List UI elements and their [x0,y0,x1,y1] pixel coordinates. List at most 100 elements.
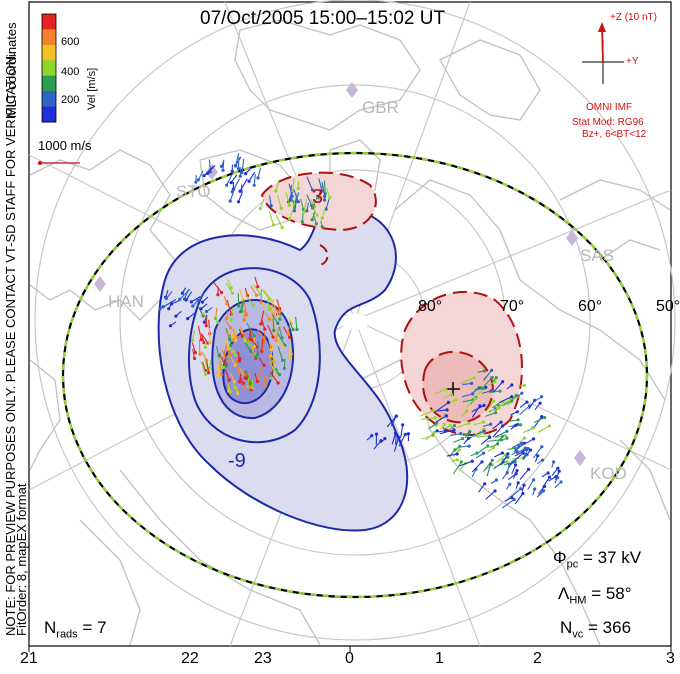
velocity-vector [277,346,284,361]
velocity-vector [254,372,258,382]
velocity-vector [485,412,496,417]
velocity-vector [534,396,542,402]
velocity-vector [471,404,485,413]
velocity-vector [245,293,254,306]
velocity-vector [466,398,476,408]
velocity-vector [504,497,513,502]
velocity-vector [276,299,281,312]
velocity-vector [492,421,502,430]
velocity-vector [261,338,264,352]
velocity-vector [458,460,473,467]
velocity-vector [218,353,227,367]
potential-extrema [446,382,460,396]
velocity-vector [506,463,511,476]
mlt-label-23: 23 [254,650,272,667]
latitude-label-60: 60° [578,298,603,315]
velocity-vector [548,476,557,482]
velocity-vector [283,358,286,369]
velocity-vector [246,322,255,337]
velocity-vector [474,387,484,392]
velocity-vector [511,451,518,456]
velocity-vector [275,214,283,228]
velocity-vector [541,472,549,478]
velocity-vector [489,443,498,449]
velocity-vector [278,326,283,338]
velocity-vector [226,172,234,186]
colorbar-swatch [42,14,56,30]
velocity-vector [192,330,196,341]
velocity-vector [262,373,267,387]
velocity-vector [490,407,500,412]
contour-label-positive: 3 [312,186,324,208]
velocity-vector [203,314,208,323]
velocity-vector [485,400,495,413]
latitude-label-50: 50° [656,298,680,315]
velocity-vector [253,174,256,186]
velocity-vector [325,187,331,198]
velocity-vector [460,377,475,385]
velocity-vector [229,372,235,383]
velocity-vector [515,482,519,489]
velocity-vector [500,437,508,442]
imf-dial [582,22,624,84]
velocity-vector [421,417,436,420]
velocity-vector [271,355,276,363]
velocity-vector [208,359,212,369]
velocity-vector [269,371,279,384]
colorbar-swatch [42,60,56,77]
velocity-vector [217,362,220,376]
velocity-vector [215,315,219,323]
velocity-vector [187,311,197,320]
velocity-vector [462,399,474,403]
pole-patch [341,314,369,330]
velocity-vector [534,416,543,428]
velocity-vector [238,367,246,376]
velocity-vector [273,304,279,317]
velocity-vector [235,359,240,372]
velocity-vector [235,153,240,167]
velocity-vector [320,220,323,227]
velocity-vector [452,461,462,475]
velocity-vector [246,374,250,386]
velocity-vector [525,438,534,444]
velocity-vector [478,483,486,493]
velocity-vector [221,159,225,167]
velocity-vector [244,287,249,296]
radar-count: Nrads = 7 [44,618,107,641]
velocity-vector [453,438,463,443]
negative-potential-cell [157,208,409,532]
velocity-vector-origin [519,423,523,427]
velocity-vector [516,392,523,398]
velocity-vector [510,424,516,430]
velocity-vector [168,303,173,310]
velocity-vector [439,423,445,430]
velocity-vector [301,207,304,222]
velocity-vector [528,399,536,410]
velocity-vector [515,447,526,455]
velocity-vector [235,385,239,394]
velocity-vector [533,446,543,459]
velocity-vector [451,445,461,454]
velocity-vector [277,333,286,346]
velocity-vector [200,303,208,310]
velocity-vector [181,287,187,294]
velocity-vector [234,327,237,341]
velocity-vector [471,469,477,478]
velocity-vector [256,328,261,335]
velocity-vector [224,318,231,329]
velocity-vector [185,291,193,301]
velocity-vector [450,433,461,437]
velocity-vector [475,445,489,455]
velocity-vector [438,430,446,433]
velocity-vector [266,353,274,362]
velocity-vector [229,334,232,346]
velocity-vector [247,347,257,358]
velocity-vector [464,431,471,439]
velocity-vector [268,339,272,350]
velocity-vector [482,459,493,472]
velocity-vector [485,490,496,500]
velocity-vectors [158,153,563,509]
velocity-vector [534,455,539,463]
velocity-vector [285,192,290,206]
